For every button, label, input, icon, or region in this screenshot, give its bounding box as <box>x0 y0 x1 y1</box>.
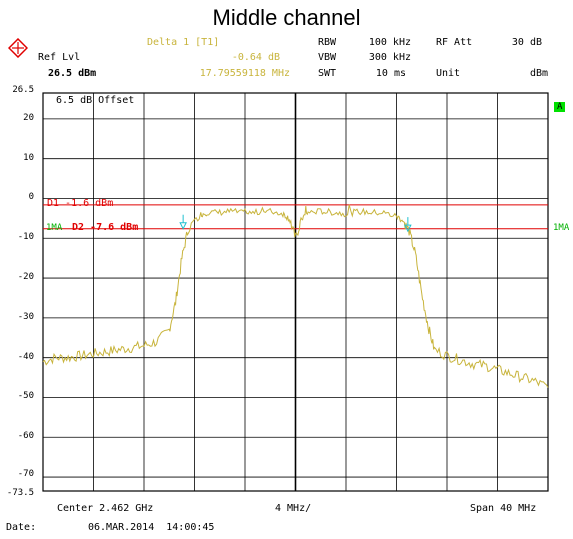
rbw-value: 100 kHz <box>368 37 411 48</box>
marker-level: -0.64 dB <box>231 52 280 63</box>
y-tick-label: 10 <box>23 152 34 163</box>
y-tick-label: -20 <box>17 272 34 283</box>
center-frequency: Center 2.462 GHz <box>57 503 154 514</box>
rs-logo-icon <box>8 38 28 58</box>
trace-badge: A <box>554 102 566 112</box>
ref-lvl-value: 26.5 dBm <box>48 68 97 79</box>
y-tick-label: 26.5 <box>12 85 34 95</box>
y-tick-label: -60 <box>17 431 34 442</box>
rf-att-value: 30 dB <box>511 37 542 48</box>
y-tick-label: -30 <box>17 311 34 322</box>
rbw-label: RBW <box>318 37 337 48</box>
chart-title: Middle channel <box>212 5 361 30</box>
date-value: 06.MAR.2014 14:00:45 <box>88 522 215 533</box>
division-label: 4 MHz/ <box>275 503 312 514</box>
vbw-label: VBW <box>318 52 337 63</box>
trace-tag-right: 1MA <box>553 222 570 233</box>
marker-icon <box>179 222 187 230</box>
unit-value: dBm <box>529 68 548 79</box>
swt-label: SWT <box>318 68 337 79</box>
swt-value: 10 ms <box>375 68 406 79</box>
marker-group <box>179 214 412 233</box>
d1-label: D1 -1.6 dBm <box>47 197 114 209</box>
trace-line <box>42 204 549 388</box>
unit-label: Unit <box>436 68 461 79</box>
trace-tag-left: 1MA <box>46 222 63 233</box>
vbw-value: 300 kHz <box>368 52 411 63</box>
y-tick-label: -10 <box>17 232 34 243</box>
rf-att-label: RF Att <box>436 37 473 48</box>
y-tick-label: -73.5 <box>6 488 34 498</box>
d2-label: D2 -7.6 dBm <box>72 221 139 233</box>
display-lines <box>43 204 548 230</box>
marker-frequency: 17.79559118 MHz <box>199 68 290 79</box>
offset-label: 6.5 dB Offset <box>56 95 135 106</box>
y-tick-label: 20 <box>23 112 34 123</box>
plot-grid <box>42 92 549 492</box>
y-tick-label: -70 <box>17 469 34 480</box>
ref-lvl-label: Ref Lvl <box>38 52 81 63</box>
date-label: Date: <box>6 522 37 533</box>
y-tick-label: 0 <box>28 192 34 203</box>
span-label: Span 40 MHz <box>470 503 537 514</box>
y-tick-label: -40 <box>17 351 34 362</box>
marker-label: Delta 1 [T1] <box>147 37 220 48</box>
y-tick-label: -50 <box>17 391 34 402</box>
